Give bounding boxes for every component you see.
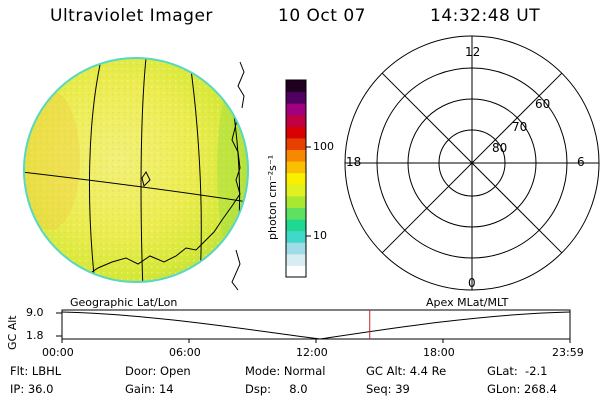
polar-dial: [344, 35, 600, 291]
instrument-title: Ultraviolet Imager: [50, 6, 213, 26]
lat-label-70: 70: [512, 120, 528, 134]
x-tick-2359: 23:59: [552, 346, 584, 359]
glat-value: GLat: -2.1: [487, 364, 548, 378]
lat-label-60: 60: [535, 97, 551, 111]
colorbar-band: [286, 195, 306, 208]
gain-value: Gain: 14: [125, 382, 174, 396]
mlt-label-12: 12: [465, 45, 481, 59]
y-axis-label: GC Alt: [6, 315, 19, 350]
colorbar-band: [286, 172, 306, 185]
y-tick-top: 9.0: [26, 306, 44, 319]
colorbar-band: [286, 184, 306, 197]
colorbar-band: [286, 207, 306, 220]
y-tick-bottom: 1.8: [26, 329, 44, 342]
colorbar-tick-10: 10: [313, 229, 327, 242]
gc-alt-value: GC Alt: 4.4 Re: [366, 364, 447, 378]
altitude-plot: [56, 309, 571, 343]
date-label: 10 Oct 07: [278, 6, 366, 26]
glon-value: GLon: 268.4: [487, 382, 557, 396]
door-value: Door: Open: [125, 364, 191, 378]
colorbar-band: [286, 149, 306, 162]
coastline: [237, 61, 245, 109]
colorbar-band: [286, 126, 306, 139]
colorbar-band: [286, 242, 306, 255]
filter-value: Flt: LBHL: [10, 364, 62, 378]
dsp-value: Dsp: 8.0: [245, 382, 308, 396]
ip-value: IP: 36.0: [10, 382, 54, 396]
x-tick-1800: 18:00: [423, 346, 455, 359]
colorbar-band: [286, 114, 306, 127]
colorbar-band: [286, 219, 306, 232]
colorbar-band: [286, 253, 306, 266]
mlt-label-18: 18: [346, 155, 362, 169]
uv-earth-image: [23, 57, 249, 283]
colorbar-band: [286, 137, 306, 151]
plot-title-right: Apex MLat/MLT: [426, 296, 509, 309]
colorbar-band: [286, 265, 306, 278]
colorbar-tick-100: 100: [313, 140, 334, 153]
mlt-label-6: 6: [577, 155, 585, 169]
x-tick-0000: 00:00: [42, 346, 74, 359]
time-label: 14:32:48 UT: [430, 6, 541, 26]
colorbar: [285, 79, 311, 278]
lat-label-80: 80: [492, 141, 508, 155]
colorbar-band: [286, 161, 306, 174]
colorbar-unit-label: photon cm⁻²s⁻¹: [266, 154, 279, 240]
mode-value: Mode: Normal: [245, 364, 326, 378]
plot-title-left: Geographic Lat/Lon: [70, 296, 178, 309]
x-tick-0600: 06:00: [169, 346, 201, 359]
colorbar-band: [286, 91, 306, 104]
colorbar-band: [286, 80, 306, 93]
colorbar-band: [286, 230, 306, 243]
mlt-label-0: 0: [468, 276, 476, 290]
x-tick-1200: 12:00: [296, 346, 328, 359]
colorbar-band: [286, 103, 306, 116]
seq-value: Seq: 39: [366, 382, 410, 396]
